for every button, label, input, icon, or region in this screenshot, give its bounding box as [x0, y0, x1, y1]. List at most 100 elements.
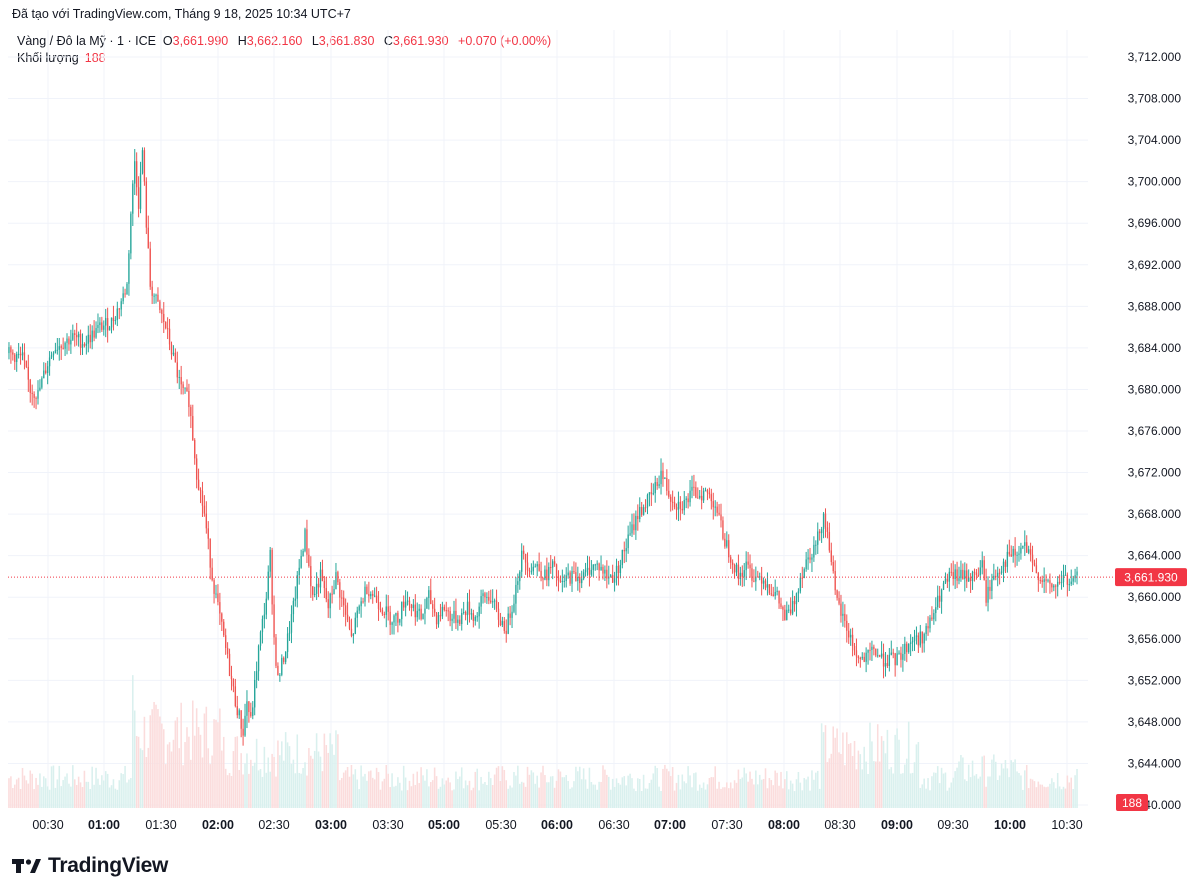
candle-body	[849, 634, 852, 638]
price-chart[interactable]: 3,712.000 3,708.000 3,704.000 3,700.000 3,69…	[0, 0, 1200, 850]
candle-body	[76, 334, 78, 338]
volume-bar	[532, 772, 535, 808]
volume-bar	[215, 719, 217, 808]
candle-body	[33, 393, 35, 398]
candle-body	[1014, 548, 1016, 556]
candle-body	[567, 572, 569, 576]
candle-body	[938, 595, 941, 602]
candle-body	[731, 562, 734, 565]
volume-bar	[907, 721, 910, 808]
volume-bar	[217, 722, 219, 808]
candle-body	[62, 347, 64, 349]
candle-body	[718, 512, 720, 515]
volume-bar	[219, 708, 221, 808]
candle-body	[259, 632, 262, 646]
volume-bar	[782, 788, 784, 808]
candle-body	[304, 529, 306, 551]
candle-body	[1064, 574, 1067, 576]
volume-bar	[830, 753, 833, 808]
volume-bar	[54, 787, 57, 808]
volume-bar	[56, 779, 59, 808]
volume-bar	[1060, 789, 1063, 808]
candle-body	[269, 549, 271, 572]
candle-body	[851, 634, 854, 647]
candle-body	[257, 645, 260, 672]
candle-body	[894, 653, 896, 666]
volume-bar	[677, 774, 680, 808]
candle-body	[462, 611, 465, 613]
candle-body	[946, 578, 949, 582]
volume-bar	[476, 768, 478, 808]
candle-body	[1043, 579, 1045, 582]
volume-bar	[281, 741, 283, 808]
volume-bar	[408, 780, 411, 808]
volume-bar	[426, 769, 428, 808]
candle-body	[1012, 548, 1014, 557]
volume-bar	[400, 790, 403, 808]
volume-bar	[137, 736, 140, 808]
volume-bar	[238, 769, 240, 808]
volume-bar	[805, 779, 807, 808]
volume-bar	[772, 785, 775, 808]
candle-body	[937, 595, 939, 608]
volume-bar	[1020, 775, 1022, 808]
candle-body	[1024, 542, 1026, 546]
volume-bar	[422, 775, 424, 808]
volume-bar	[486, 784, 488, 808]
candle-body	[1070, 581, 1072, 585]
volume-bar	[853, 740, 856, 808]
x-tick-label: 02:00	[202, 818, 234, 832]
candle-body	[902, 653, 904, 660]
volume-bar	[497, 766, 500, 808]
candle-body	[203, 505, 206, 514]
candle-body	[182, 384, 184, 389]
candle-body	[1037, 573, 1040, 581]
volume-bar	[201, 757, 204, 808]
candle-body	[695, 487, 697, 498]
candle-body	[1057, 581, 1059, 587]
last-price-label: 3,661.930	[1124, 571, 1178, 585]
candle-body	[93, 330, 95, 338]
candle-body	[275, 637, 277, 666]
volume-bar	[364, 773, 366, 808]
volume-bar	[967, 764, 970, 808]
candle-body	[501, 621, 504, 626]
candle-body	[443, 606, 445, 611]
candle-body	[356, 610, 358, 618]
candle-body	[886, 663, 889, 667]
volume-bar	[944, 772, 947, 808]
candle-body	[255, 671, 258, 680]
candle-body	[401, 601, 403, 620]
volume-bar	[172, 739, 175, 808]
volume-bar	[602, 765, 604, 808]
volume-bar	[615, 778, 618, 808]
volume-bar	[950, 782, 953, 808]
volume-bar	[23, 775, 26, 808]
volume-bar	[323, 733, 326, 808]
candle-body	[205, 513, 208, 529]
candle-body	[14, 354, 16, 362]
symbol-title[interactable]: Vàng / Đô la Mỹ · 1 · ICE	[17, 34, 156, 48]
candle-body	[819, 531, 821, 534]
candle-body	[420, 608, 422, 620]
volume-bar	[161, 723, 163, 808]
candle-body	[290, 614, 293, 633]
candle-body	[1068, 584, 1070, 586]
candle-body	[149, 248, 151, 287]
x-tick-label: 01:00	[88, 818, 120, 832]
candle-body	[561, 580, 564, 582]
candle-body	[254, 679, 256, 708]
candle-body	[296, 575, 298, 599]
candle-body	[706, 490, 709, 493]
volume-bar	[633, 788, 635, 808]
volume-bar	[1058, 786, 1061, 808]
candle-body	[788, 609, 790, 611]
volume-bar	[221, 750, 223, 808]
y-tick-label: 3,696.000	[1128, 216, 1182, 230]
candle-body	[412, 604, 415, 609]
volume-bar	[462, 788, 465, 808]
volume-bar	[571, 787, 573, 808]
volume-bar	[195, 708, 198, 808]
candle-body	[393, 615, 395, 623]
candle-body	[739, 572, 742, 580]
